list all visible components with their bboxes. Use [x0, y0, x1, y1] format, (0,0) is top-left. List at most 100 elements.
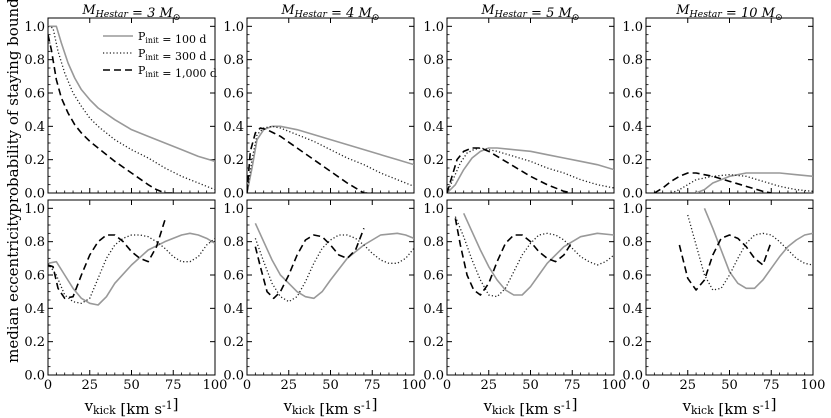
- y-tick-label: 0.4: [24, 120, 45, 135]
- y-tick-label: 0.6: [24, 269, 45, 284]
- panel-top-1: 0.0 0.2 0.4 0.6 0.8 1.0 MHestar = 4 M⊙: [223, 3, 415, 202]
- y-tick-label: 0.6: [223, 269, 244, 284]
- x-axis-label: vkick [km s-1]: [682, 395, 777, 418]
- y-tick-label: 0.2: [423, 153, 444, 168]
- panel-bottom-0: 0 25 50 75 100 0.0 0.2 0.4 0.6 0.8 1.0 vkick [km s-…: [4, 199, 228, 418]
- y-tick-label: 0.4: [423, 302, 444, 317]
- x-tick-label: 25: [480, 378, 497, 393]
- x-tick-label: 100: [203, 378, 228, 393]
- axes-frame: [246, 17, 415, 194]
- x-axis-label: vkick [km s-1]: [283, 395, 378, 418]
- panel-bottom-1: 0 25 50 75 100 0.0 0.2 0.4 0.6 0.8 1.0 vkick [km s-…: [223, 199, 427, 418]
- y-axis-label: median eccentricity: [4, 212, 22, 363]
- y-tick-label: 1.0: [423, 202, 444, 217]
- series-solid: [462, 212, 614, 296]
- x-tick-label: 75: [364, 378, 381, 393]
- x-tick-label: 50: [123, 378, 140, 393]
- x-tick-label: 75: [564, 378, 581, 393]
- series-dotted: [254, 234, 414, 303]
- y-tick-label: 0.6: [423, 269, 444, 284]
- x-tick-label: 0: [44, 378, 52, 393]
- series-solid: [254, 222, 414, 300]
- series-dotted: [48, 234, 215, 304]
- panel-bottom-2: 0 25 50 75 100 0.0 0.2 0.4 0.6 0.8 1.0 vkick [km s-…: [423, 199, 627, 418]
- y-tick-label: 0.4: [622, 302, 643, 317]
- series-solid: [48, 25, 215, 163]
- y-tick-label: 1.0: [223, 202, 244, 217]
- axes-frame: [246, 199, 415, 376]
- y-tick-label: 1.0: [223, 20, 244, 35]
- x-tick-label: 75: [165, 378, 182, 393]
- y-tick-label: 0.0: [622, 369, 643, 384]
- series-dashed: [454, 218, 573, 296]
- y-tick-label: 1.0: [423, 20, 444, 35]
- y-tick-label: 0.4: [223, 120, 244, 135]
- series-dotted: [454, 216, 614, 298]
- y-tick-label: 0.8: [423, 53, 444, 68]
- y-tick-label: 0.2: [24, 153, 45, 168]
- panel-top-0: 0.0 0.2 0.4 0.6 0.8 1.0 MHestar = 3 M⊙ probabil…: [4, 0, 217, 213]
- x-tick-label: 50: [721, 378, 738, 393]
- axes-frame: [645, 17, 814, 194]
- y-tick-label: 0.6: [622, 269, 643, 284]
- panel-top-3: 0.0 0.2 0.4 0.6 0.8 1.0 MHestar = 10 M⊙: [622, 3, 814, 202]
- y-tick-label: 0.0: [24, 187, 45, 202]
- x-tick-label: 25: [81, 378, 98, 393]
- legend-label: Pinit = 1,000 d: [138, 64, 217, 80]
- series-solid: [247, 125, 414, 193]
- panel-title: MHestar = 3 M⊙: [81, 3, 180, 23]
- x-tick-label: 100: [402, 378, 427, 393]
- x-axis-label: vkick [km s-1]: [84, 395, 179, 418]
- panel-title: MHestar = 4 M⊙: [280, 3, 379, 23]
- y-tick-label: 0.4: [622, 120, 643, 135]
- y-tick-label: 0.2: [24, 335, 45, 350]
- panel-title: MHestar = 10 M⊙: [675, 3, 783, 23]
- x-tick-label: 0: [642, 378, 650, 393]
- y-tick-label: 0.4: [24, 302, 45, 317]
- series-dotted: [247, 125, 414, 193]
- y-tick-label: 0.2: [423, 335, 444, 350]
- y-tick-label: 1.0: [24, 20, 45, 35]
- series-solid: [48, 232, 215, 306]
- y-tick-label: 0.0: [223, 369, 244, 384]
- series-dotted: [447, 147, 614, 193]
- series-dashed: [678, 234, 773, 291]
- series-dotted: [670, 174, 813, 193]
- y-tick-label: 0.0: [223, 187, 244, 202]
- y-tick-label: 0.0: [622, 187, 643, 202]
- series-solid: [447, 147, 614, 193]
- series-solid: [695, 172, 813, 193]
- y-tick-label: 0.6: [622, 87, 643, 102]
- x-tick-label: 100: [801, 378, 826, 393]
- y-tick-label: 0.2: [223, 335, 244, 350]
- x-tick-label: 50: [322, 378, 339, 393]
- y-tick-label: 0.8: [223, 235, 244, 250]
- y-tick-label: 1.0: [24, 202, 45, 217]
- y-axis-label: probability of staying bound: [4, 0, 22, 213]
- legend-label: Pinit = 100 d: [138, 30, 206, 46]
- y-tick-label: 0.2: [622, 153, 643, 168]
- y-tick-label: 0.6: [223, 87, 244, 102]
- y-tick-label: 0.8: [24, 235, 45, 250]
- y-tick-label: 0.4: [423, 120, 444, 135]
- x-tick-label: 100: [602, 378, 627, 393]
- series-dashed: [653, 172, 772, 193]
- axes-frame: [446, 17, 615, 194]
- y-tick-label: 0.6: [24, 87, 45, 102]
- x-tick-label: 50: [522, 378, 539, 393]
- series-dashed: [447, 147, 573, 193]
- y-tick-label: 0.8: [223, 53, 244, 68]
- panel-title: MHestar = 5 M⊙: [480, 3, 579, 23]
- x-tick-label: 75: [763, 378, 780, 393]
- x-tick-label: 0: [243, 378, 251, 393]
- series-solid: [703, 208, 813, 290]
- y-tick-label: 1.0: [622, 202, 643, 217]
- x-tick-label: 25: [280, 378, 297, 393]
- y-tick-label: 0.0: [24, 369, 45, 384]
- legend-label: Pinit = 300 d: [138, 47, 206, 63]
- y-tick-label: 0.8: [622, 235, 643, 250]
- series-dashed: [247, 127, 373, 193]
- panel-bottom-3: 0 25 50 75 100 0.0 0.2 0.4 0.6 0.8 1.0 vkick [km s-…: [622, 199, 826, 418]
